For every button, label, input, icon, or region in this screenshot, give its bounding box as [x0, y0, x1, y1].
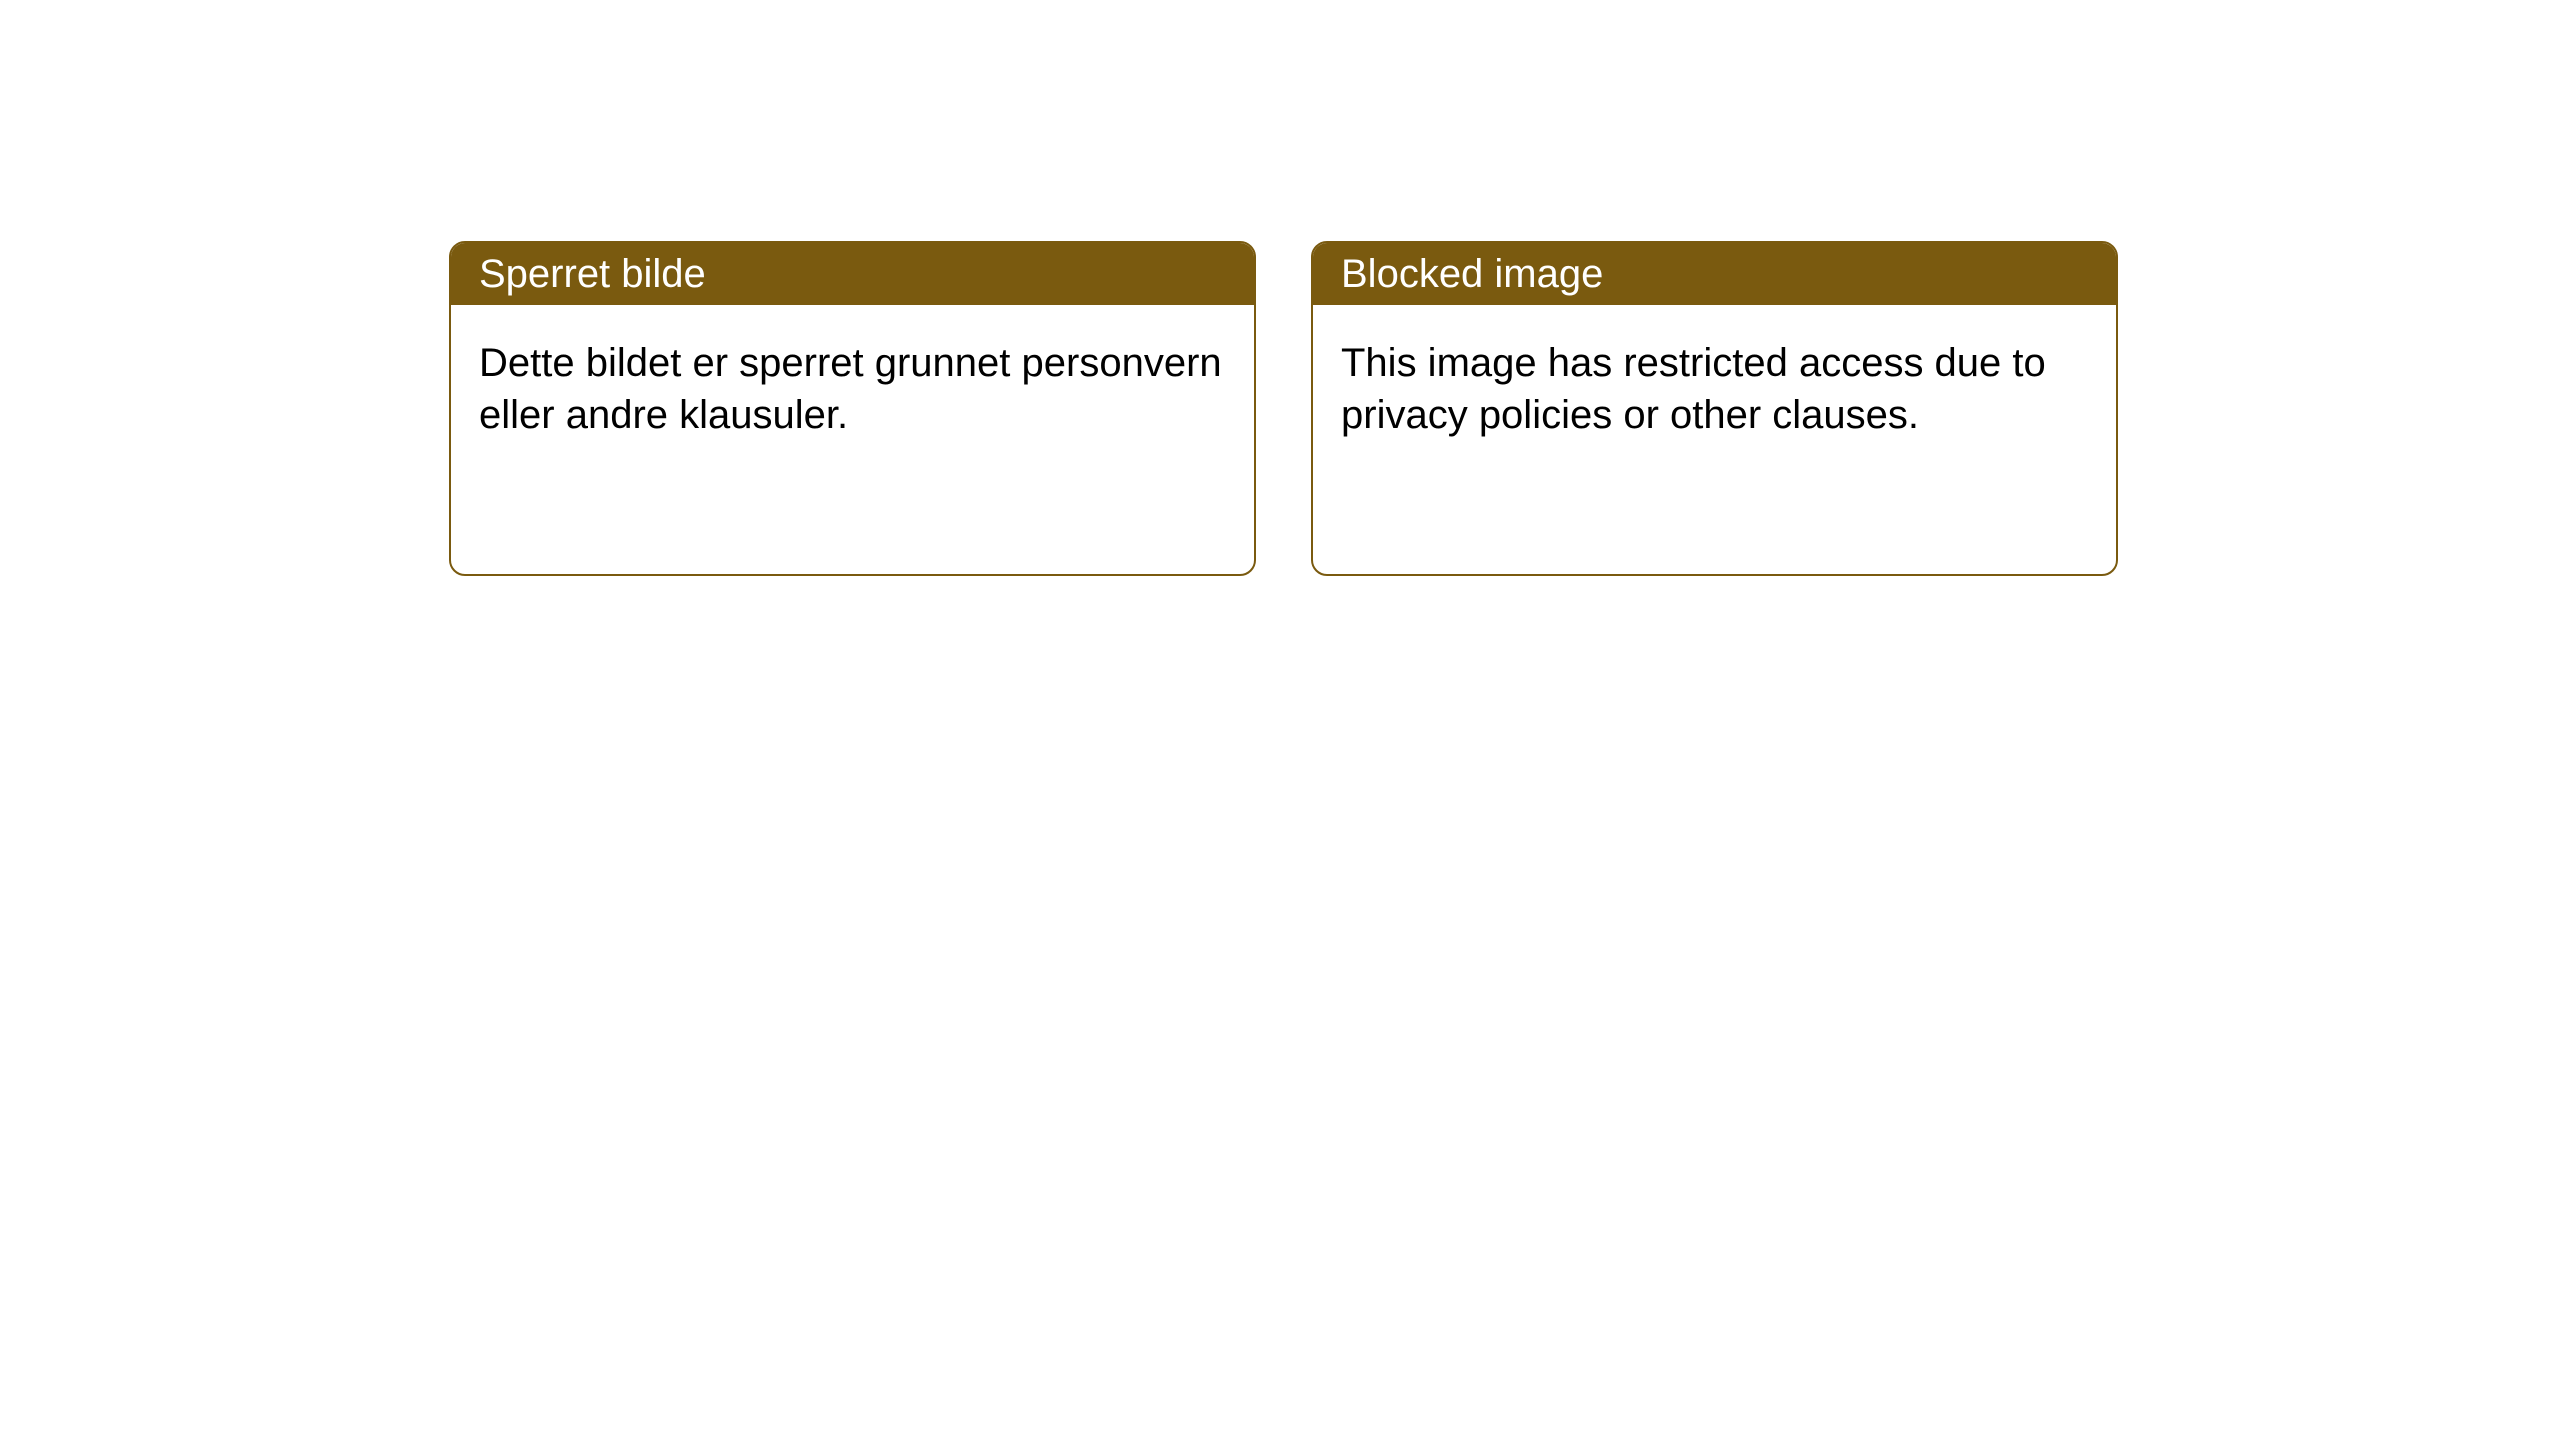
notice-box-norwegian: Sperret bilde Dette bildet er sperret gr… — [449, 241, 1256, 576]
notice-body: Dette bildet er sperret grunnet personve… — [451, 305, 1254, 473]
notice-title: Sperret bilde — [479, 252, 706, 297]
notice-header: Blocked image — [1313, 243, 2116, 305]
notice-container: Sperret bilde Dette bildet er sperret gr… — [0, 0, 2560, 576]
notice-text: This image has restricted access due to … — [1341, 341, 2046, 437]
notice-text: Dette bildet er sperret grunnet personve… — [479, 341, 1222, 437]
notice-title: Blocked image — [1341, 252, 1603, 297]
notice-body: This image has restricted access due to … — [1313, 305, 2116, 473]
notice-box-english: Blocked image This image has restricted … — [1311, 241, 2118, 576]
notice-header: Sperret bilde — [451, 243, 1254, 305]
